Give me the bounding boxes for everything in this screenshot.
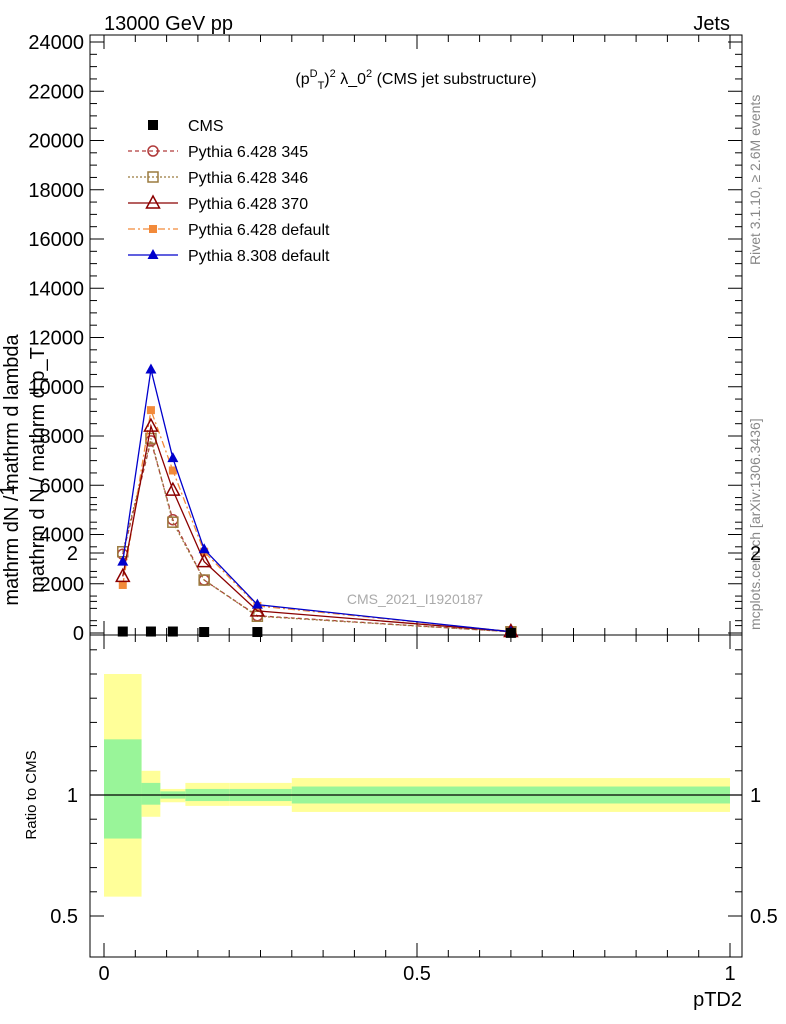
ratio-xtick-label: 0.5 bbox=[403, 963, 431, 985]
ratio-ytick-label: 2 bbox=[67, 543, 78, 565]
main-ytick-label: 14000 bbox=[28, 278, 84, 300]
data-point bbox=[196, 553, 212, 568]
ratio-xtick-label: 0 bbox=[98, 963, 109, 985]
analysis-watermark: CMS_2021_I1920187 bbox=[347, 591, 483, 607]
ratio-bands bbox=[90, 674, 742, 897]
legend-label: Pythia 8.308 default bbox=[188, 248, 330, 265]
ratio-band-inner bbox=[141, 782, 161, 805]
data-point bbox=[167, 452, 179, 463]
legend-marker bbox=[147, 171, 159, 183]
series-line bbox=[122, 369, 511, 633]
legend-label: Pythia 6.428 346 bbox=[188, 170, 308, 187]
xlabel: pTD2 bbox=[693, 989, 742, 1011]
data-point bbox=[199, 627, 210, 638]
main-ytick-label: 18000 bbox=[28, 180, 84, 202]
main-ylabel: mathrm dN / mathrm d lambda mathrm d N /… bbox=[0, 334, 49, 606]
series-line bbox=[122, 407, 511, 633]
main-ytick-label: 12000 bbox=[28, 328, 84, 350]
data-point bbox=[168, 466, 177, 475]
series-line bbox=[122, 423, 511, 633]
axes: 0 2000 4000 6000 8000 10000 12000 14000 16000 180… bbox=[28, 32, 777, 985]
ratio-ylabel: Ratio to CMS bbox=[23, 750, 40, 839]
data-point bbox=[198, 543, 210, 554]
ratio-ytick-label: 1 bbox=[67, 785, 78, 807]
legend-item: Pythia 6.428 345 bbox=[128, 144, 308, 161]
data-point bbox=[146, 406, 155, 415]
data-series bbox=[115, 363, 519, 638]
legend-marker bbox=[145, 194, 161, 209]
data-point bbox=[117, 626, 128, 637]
ratio-ytick-label-right: 1 bbox=[750, 785, 761, 807]
rivet-version-label: Rivet 3.1.10, ≥ 2.6M events bbox=[747, 95, 763, 265]
legend-item: Pythia 8.308 default bbox=[128, 248, 330, 265]
series-line bbox=[122, 438, 511, 633]
ratio-xtick-label: 1 bbox=[724, 963, 735, 985]
data-point bbox=[251, 598, 263, 609]
main-ytick-label: 20000 bbox=[28, 131, 84, 153]
series-0 bbox=[117, 626, 516, 638]
main-ytick-label: 0 bbox=[73, 623, 84, 645]
mcplots-label: mcplots.cern.ch [arXiv:1306.3436] bbox=[747, 418, 763, 630]
main-ytick-label: 6000 bbox=[40, 475, 85, 497]
ylabel-line-3: 1 bbox=[0, 484, 19, 495]
ratio-ytick-label-right: 0.5 bbox=[750, 906, 778, 928]
main-ytick-label: 2000 bbox=[40, 574, 85, 596]
data-point bbox=[145, 626, 156, 637]
legend-marker bbox=[149, 225, 157, 233]
legend-item: Pythia 6.428 default bbox=[128, 222, 330, 239]
main-ytick-label: 22000 bbox=[28, 81, 84, 103]
legend-label: Pythia 6.428 370 bbox=[188, 196, 308, 213]
ratio-band-inner bbox=[104, 739, 142, 839]
ylabel-line-1: mathrm dN / mathrm d lambda bbox=[1, 334, 23, 606]
legend-marker bbox=[147, 145, 159, 157]
data-point bbox=[505, 627, 516, 638]
data-point bbox=[117, 555, 129, 566]
data-point bbox=[165, 481, 181, 496]
data-point bbox=[145, 363, 157, 374]
ratio-plot-frame bbox=[89, 634, 743, 958]
legend-label: CMS bbox=[188, 118, 224, 135]
legend: CMS Pythia 6.428 345 Pythia 6.428 346 Pythi… bbox=[128, 118, 330, 265]
series-5 bbox=[117, 363, 517, 636]
data-point bbox=[115, 567, 131, 583]
data-point bbox=[167, 516, 179, 528]
ratio-ytick-label: 0.5 bbox=[50, 906, 78, 928]
main-ytick-label: 24000 bbox=[28, 32, 84, 54]
legend-item: Pythia 6.428 370 bbox=[128, 194, 308, 213]
header-jets-label: Jets bbox=[693, 13, 730, 35]
legend-marker bbox=[147, 249, 159, 259]
data-point bbox=[249, 602, 266, 617]
data-point bbox=[252, 627, 263, 638]
series-line bbox=[122, 438, 511, 633]
legend-label: Pythia 6.428 default bbox=[188, 222, 330, 239]
ylabel-line-2: mathrm d N / mathrm d p_T bbox=[27, 347, 49, 593]
ratio-ytick-label-right: 2 bbox=[750, 543, 761, 565]
legend-item: Pythia 6.428 346 bbox=[128, 170, 308, 187]
main-ytick-label: 16000 bbox=[28, 229, 84, 251]
legend-label: Pythia 6.428 345 bbox=[188, 144, 308, 161]
data-point bbox=[167, 626, 178, 637]
plot-title: (pDT)2 λ_02 (CMS jet substructure) bbox=[295, 68, 536, 92]
legend-item: CMS bbox=[148, 118, 224, 135]
main-ytick-label: 4000 bbox=[40, 525, 85, 547]
main-ytick-label: 10000 bbox=[28, 377, 84, 399]
data-point bbox=[143, 417, 159, 432]
data-point bbox=[198, 574, 210, 586]
header-collision-label: 13000 GeV pp bbox=[104, 13, 233, 35]
main-ytick-label: 8000 bbox=[40, 426, 85, 448]
data-point bbox=[145, 432, 157, 445]
legend-marker bbox=[148, 120, 158, 130]
data-point bbox=[118, 580, 127, 589]
